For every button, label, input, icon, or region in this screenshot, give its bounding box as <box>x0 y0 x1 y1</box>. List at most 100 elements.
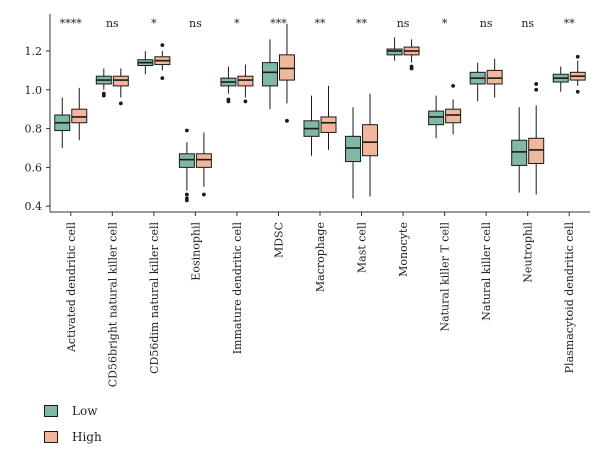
box-low <box>303 95 320 156</box>
outlier-point <box>160 76 165 81</box>
box-body <box>195 153 212 168</box>
x-tick-label: CD56bright natural killer cell <box>106 222 119 388</box>
box-body <box>528 137 545 164</box>
outlier-point <box>409 66 414 71</box>
y-tick-label: 1.2 <box>25 45 43 58</box>
significance-label: **** <box>60 17 83 30</box>
x-tick-label: Neutrophil <box>522 222 535 283</box>
significance-label: ** <box>356 17 368 30</box>
outlier-point <box>184 128 189 133</box>
box-low <box>261 39 278 110</box>
y-tick-label: 0.4 <box>25 200 43 213</box>
legend-label-high: High <box>72 430 102 444</box>
box-low <box>386 37 403 61</box>
box-body <box>445 108 462 124</box>
outlier-point <box>226 97 231 102</box>
significance-label: ** <box>315 17 327 30</box>
box-high <box>320 85 337 150</box>
legend-item-low: Low <box>44 398 102 424</box>
box-body <box>237 75 254 87</box>
box-body <box>112 75 129 87</box>
significance-label: ns <box>397 17 410 30</box>
y-tick-label: 0.6 <box>25 161 43 174</box>
legend: Low High <box>44 398 102 450</box>
x-tick-label: Natural killer T cell <box>439 222 452 332</box>
box-low <box>178 128 195 203</box>
x-tick-label: Immature dendritic cell <box>231 222 244 355</box>
box-low <box>552 66 569 92</box>
box-body <box>362 124 379 157</box>
box-high <box>278 23 295 123</box>
box-high <box>528 82 545 195</box>
significance-label: * <box>151 17 157 30</box>
outlier-point <box>575 54 580 59</box>
box-body <box>261 62 278 87</box>
legend-swatch-low <box>44 405 58 417</box>
box-low <box>95 68 112 98</box>
outlier-point <box>201 192 206 197</box>
significance-label: * <box>234 17 240 30</box>
chart-axes <box>46 14 590 216</box>
x-tick-label: Plasmacytoid dendritic cell <box>563 222 576 374</box>
box-high <box>237 64 254 104</box>
legend-label-low: Low <box>72 404 98 418</box>
box-body <box>320 116 337 133</box>
significance-label: ns <box>189 17 202 30</box>
outlier-point <box>451 84 456 88</box>
significance-label: ns <box>106 17 119 30</box>
box-low <box>469 62 486 102</box>
x-tick-label: Monocyte <box>397 222 410 277</box>
x-tick-label: MDSC <box>272 222 285 258</box>
box-high <box>71 87 88 141</box>
box-high <box>154 43 171 81</box>
significance-label: ns <box>521 17 534 30</box>
box-body <box>386 48 403 56</box>
box-body <box>71 108 88 124</box>
box-low <box>137 50 154 75</box>
y-tick-label: 0.8 <box>25 123 43 136</box>
outlier-point <box>184 198 189 203</box>
significance-label: ns <box>480 17 493 30</box>
box-high <box>112 68 129 106</box>
box-high <box>445 84 462 135</box>
box-low <box>428 95 445 139</box>
x-tick-label: CD56dim natural killer cell <box>148 222 161 374</box>
box-body <box>178 153 195 168</box>
box-high <box>486 58 503 98</box>
box-body <box>511 139 528 166</box>
box-body <box>486 69 503 85</box>
x-tick-label: Macrophage <box>314 222 327 292</box>
outlier-point <box>575 89 580 94</box>
x-tick-label: Mast cell <box>356 222 369 274</box>
outlier-point <box>160 43 165 48</box>
chart-marks <box>54 23 586 203</box>
outlier-point <box>534 82 539 86</box>
legend-swatch-high <box>44 431 58 443</box>
box-body <box>278 54 295 81</box>
box-high <box>362 93 379 197</box>
legend-item-high: High <box>44 424 102 450</box>
significance-label: *** <box>270 17 287 30</box>
outlier-point <box>285 118 289 123</box>
outlier-point <box>243 99 248 104</box>
box-low <box>54 97 71 148</box>
box-high <box>569 54 586 94</box>
x-tick-label: Natural killer cell <box>480 222 493 321</box>
outlier-point <box>184 192 189 197</box>
outlier-point <box>534 87 539 92</box>
box-body <box>345 135 362 163</box>
box-low <box>220 66 237 104</box>
box-low <box>345 107 362 199</box>
x-tick-label: Eosinophil <box>189 222 202 281</box>
box-high <box>403 39 420 71</box>
y-tick-label: 1.0 <box>25 84 43 97</box>
significance-label: * <box>442 17 448 30</box>
box-low <box>511 107 528 193</box>
outlier-point <box>118 101 123 106</box>
chart-labels: 0.4 0.6 0.8 1.0 1.2 Activated dendritic cell *… <box>25 17 577 387</box>
outlier-point <box>101 91 106 96</box>
box-body <box>428 110 445 126</box>
significance-label: ** <box>564 17 576 30</box>
box-high <box>195 132 212 197</box>
